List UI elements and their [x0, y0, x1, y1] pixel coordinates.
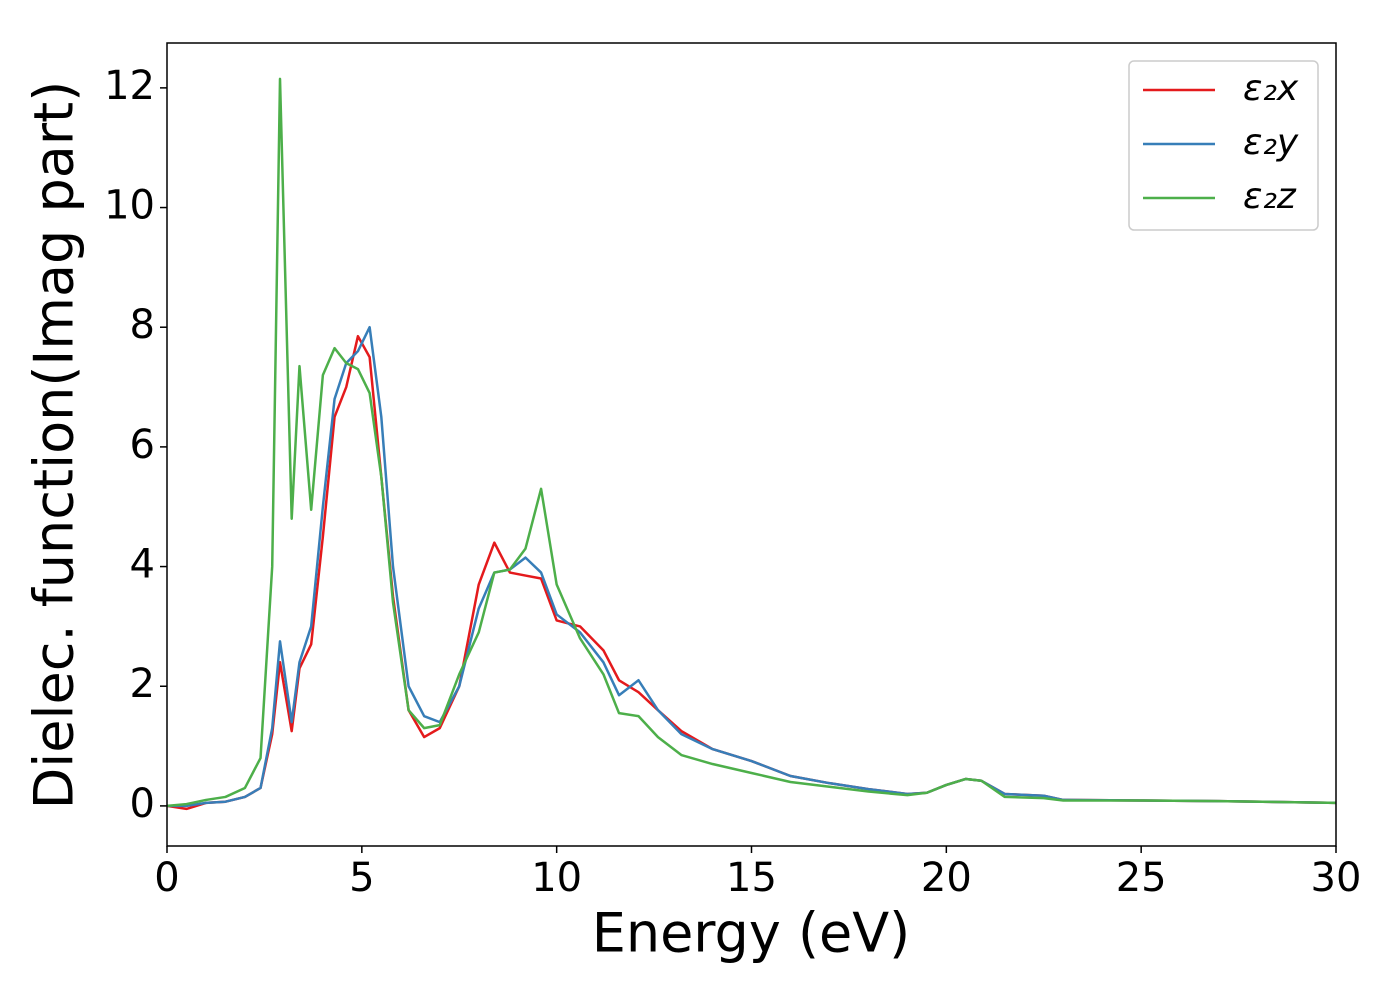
x-tick-label: 5: [349, 855, 374, 901]
y-tick-label: 4: [130, 542, 155, 588]
plot-frame: [166, 42, 1337, 847]
x-tick-label: 15: [726, 855, 777, 901]
y-tick-label: 2: [130, 661, 155, 707]
series-line: [167, 334, 1336, 811]
y-tick-label: 8: [130, 302, 155, 348]
x-tick-label: 30: [1311, 855, 1362, 901]
series-line: [167, 77, 1336, 808]
y-tick-label: 10: [104, 183, 155, 229]
x-tick-label: 10: [531, 855, 582, 901]
x-tick-label: 20: [921, 855, 972, 901]
x-tick-label: 25: [1116, 855, 1167, 901]
legend-box: [1128, 60, 1319, 231]
x-axis-label: Energy (eV): [592, 902, 911, 965]
x-tick-label: 0: [154, 855, 179, 901]
legend-label: ε₂z: [1243, 176, 1297, 217]
legend-label: ε₂y: [1243, 122, 1299, 163]
y-tick-label: 12: [104, 63, 155, 109]
y-tick-label: 0: [130, 781, 155, 827]
y-tick-label: 6: [130, 422, 155, 468]
legend-label: ε₂x: [1243, 68, 1299, 109]
y-axis-label: Dielec. function(Imag part): [23, 81, 86, 810]
